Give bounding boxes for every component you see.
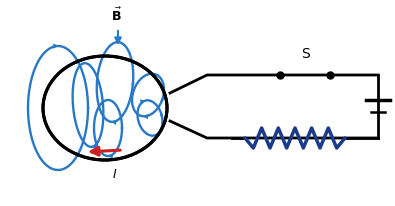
Text: $\vec{\mathbf{B}}$: $\vec{\mathbf{B}}$ [111,7,122,24]
Text: S: S [301,47,309,61]
Text: $I$: $I$ [112,168,118,181]
